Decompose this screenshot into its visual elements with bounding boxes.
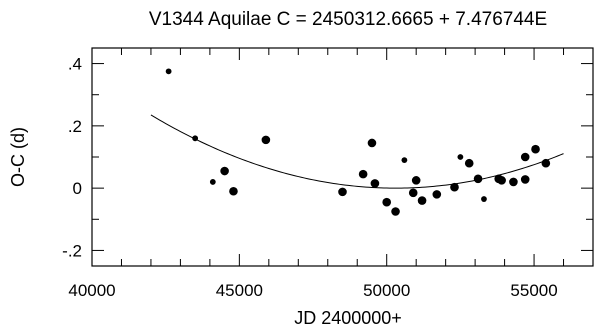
data-point [165,68,172,75]
data-point [473,174,483,184]
data-point [450,182,459,192]
y-axis-label: O-C (d) [8,127,28,187]
y-tick-label: -.2 [62,241,82,260]
x-tick-label: 45000 [216,281,263,300]
data-point [192,135,199,142]
data-point [531,144,540,154]
chart-title: V1344 Aquilae C = 2450312.6665 + 7.47674… [149,9,547,30]
data-point [520,175,530,184]
y-tick-label: 0 [73,179,82,198]
data-point [481,196,487,202]
data-point [411,176,421,185]
data-point [509,177,518,187]
data-point [432,190,442,199]
data-point [391,207,400,216]
x-tick-label: 40000 [68,281,115,300]
data-point [401,157,408,164]
data-point [520,152,530,162]
data-point [382,197,392,207]
plot-frame [91,47,594,267]
y-tick-label: .2 [68,117,82,136]
x-tick-label: 55000 [510,281,557,300]
y-tick-label: .4 [68,55,82,74]
data-point [370,179,380,188]
data-point [408,188,418,198]
tick-labels: 40000 45000 50000 55000 -.2 0 .2 .4 [62,55,558,300]
fit-curve [150,114,564,189]
data-point [464,158,474,168]
x-tick-label: 50000 [363,281,410,300]
data-point [338,187,347,197]
data-points [165,68,551,216]
data-point [229,186,238,196]
data-point [367,138,377,148]
data-point [417,196,427,205]
axis-ticks [91,48,594,266]
data-point [358,169,368,179]
data-point [497,176,506,185]
data-point [541,158,551,168]
data-point [220,166,229,176]
x-axis-label: JD 2400000+ [294,308,402,328]
data-point [261,135,271,145]
data-point [457,154,464,160]
data-point [209,179,216,185]
